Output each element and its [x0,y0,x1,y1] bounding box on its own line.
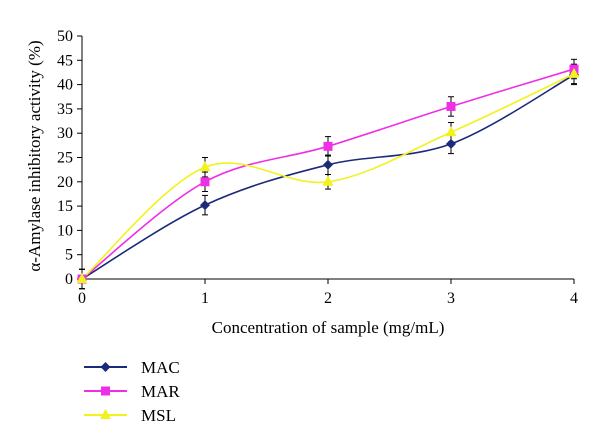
legend-label: MAC [141,358,180,377]
markers-msl [76,67,580,283]
data-point-msl [199,161,211,172]
legend-marker [100,409,111,419]
data-point-msl [568,67,580,78]
data-point-mar [323,141,333,151]
legend-item-mar: MAR [84,382,180,401]
x-tick-label: 4 [570,290,578,307]
legend-label: MSL [141,406,176,425]
legend-item-msl: MSL [84,406,176,425]
y-tick-label: 40 [57,77,73,94]
data-point-mac [446,138,456,149]
data-point-msl [445,126,457,137]
y-tick-label: 45 [57,52,73,69]
legend: MAC MAR MSL [84,358,180,425]
legend-label: MAR [141,382,180,401]
y-tick-label: 30 [57,125,73,142]
y-tick-label: 5 [65,247,73,264]
x-tick-label: 0 [78,290,86,307]
data-point-mar [446,101,456,111]
y-tick-label: 10 [57,222,73,239]
data-point-msl [76,273,88,283]
y-tick-labels: 0 5 10 15 20 25 30 35 40 45 50 [57,28,73,288]
axes [77,35,575,284]
x-tick-labels: 0 1 2 3 4 [78,290,578,307]
y-axis-title: α-Amylase inhibitory activity (%) [25,40,44,271]
y-tick-label: 50 [57,28,73,45]
y-tick-label: 20 [57,174,73,191]
x-tick-label: 2 [324,290,332,307]
legend-item-mac: MAC [84,358,180,377]
y-tick-label: 35 [57,101,73,118]
data-point-mac [200,200,210,211]
x-tick-label: 3 [447,290,455,307]
data-point-mac [323,159,333,170]
data-point-msl [322,175,334,186]
x-tick-label: 1 [201,290,209,307]
y-tick-label: 25 [57,150,73,167]
y-tick-label: 15 [57,198,73,215]
legend-marker [100,362,111,372]
y-tick-label: 0 [65,271,73,288]
x-axis-title: Concentration of sample (mg/mL) [212,318,445,337]
legend-marker [101,386,110,396]
data-point-mar [200,177,210,187]
series-layer [76,58,580,290]
